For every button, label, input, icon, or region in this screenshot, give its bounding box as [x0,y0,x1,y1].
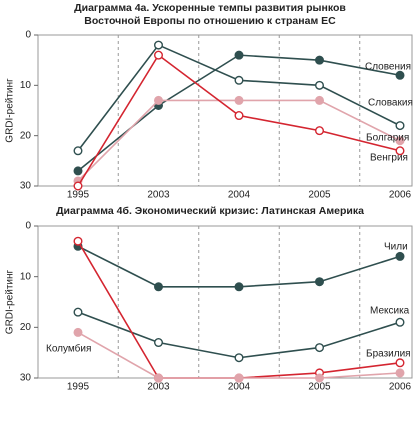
plot-frame [37,225,413,379]
data-point [234,111,244,121]
data-point [395,70,405,80]
data-point [315,80,325,90]
data-point [395,317,405,327]
data-point [153,40,163,50]
y-tick-label: 20 [20,130,32,141]
series-label: Словения [365,62,411,73]
y-tick-label: 20 [20,322,32,333]
x-tick-label: 2005 [308,382,331,393]
x-tick-label: 2003 [147,190,170,201]
data-point [315,343,325,353]
x-tick-label: 1995 [67,382,90,393]
y-tick-label: 10 [20,80,32,91]
y-tick-label: 30 [20,373,32,384]
data-point [73,236,83,246]
data-point [234,95,244,105]
data-point [395,121,405,131]
data-point [395,146,405,156]
chart-title: Диаграмма 4а. Ускоренные темпы развития … [74,2,346,14]
x-tick-label: 1995 [67,190,90,201]
data-point [395,251,405,261]
y-tick-label: 30 [20,181,32,192]
data-point [234,282,244,292]
data-point [234,373,244,383]
y-tick-label: 0 [25,30,31,41]
data-point [315,277,325,287]
series-label: Болгария [366,133,409,144]
data-point [234,50,244,60]
series-label: Колумбия [46,343,91,355]
x-tick-label: 2003 [147,382,170,393]
series-label: Бразилия [366,349,411,360]
chart-title: Восточной Европы по отношению к странам … [84,15,336,27]
data-point [73,146,83,156]
x-tick-label: 2006 [389,382,412,393]
data-point [315,373,325,383]
x-tick-label: 2005 [308,190,331,201]
data-point [315,126,325,136]
series-label: Чили [384,242,408,253]
data-point [73,181,83,191]
data-point [315,55,325,65]
x-tick-label: 2004 [228,382,251,393]
plot-frame [37,34,413,187]
x-tick-label: 2004 [228,190,251,201]
data-point [153,338,163,348]
data-point [395,368,405,378]
series-label: Словакия [368,98,413,109]
x-tick-label: 2006 [389,190,412,201]
data-point [395,136,405,146]
y-axis-label: GRDI-рейтинг [5,78,16,143]
data-point [395,358,405,368]
data-point [73,166,83,176]
data-point [234,353,244,363]
data-point [153,50,163,60]
series-label: Венгрия [370,153,408,164]
data-point [153,282,163,292]
data-point [234,75,244,85]
series-label: Мексика [370,306,410,317]
data-point [153,95,163,105]
data-point [153,373,163,383]
data-point [73,327,83,337]
data-point [315,95,325,105]
y-tick-label: 10 [20,271,32,282]
y-tick-label: 0 [25,221,31,232]
data-point [73,307,83,317]
y-axis-label: GRDI-рейтинг [5,269,16,334]
chart-title: Диаграмма 4б. Экономический кризис: Лати… [56,205,364,217]
